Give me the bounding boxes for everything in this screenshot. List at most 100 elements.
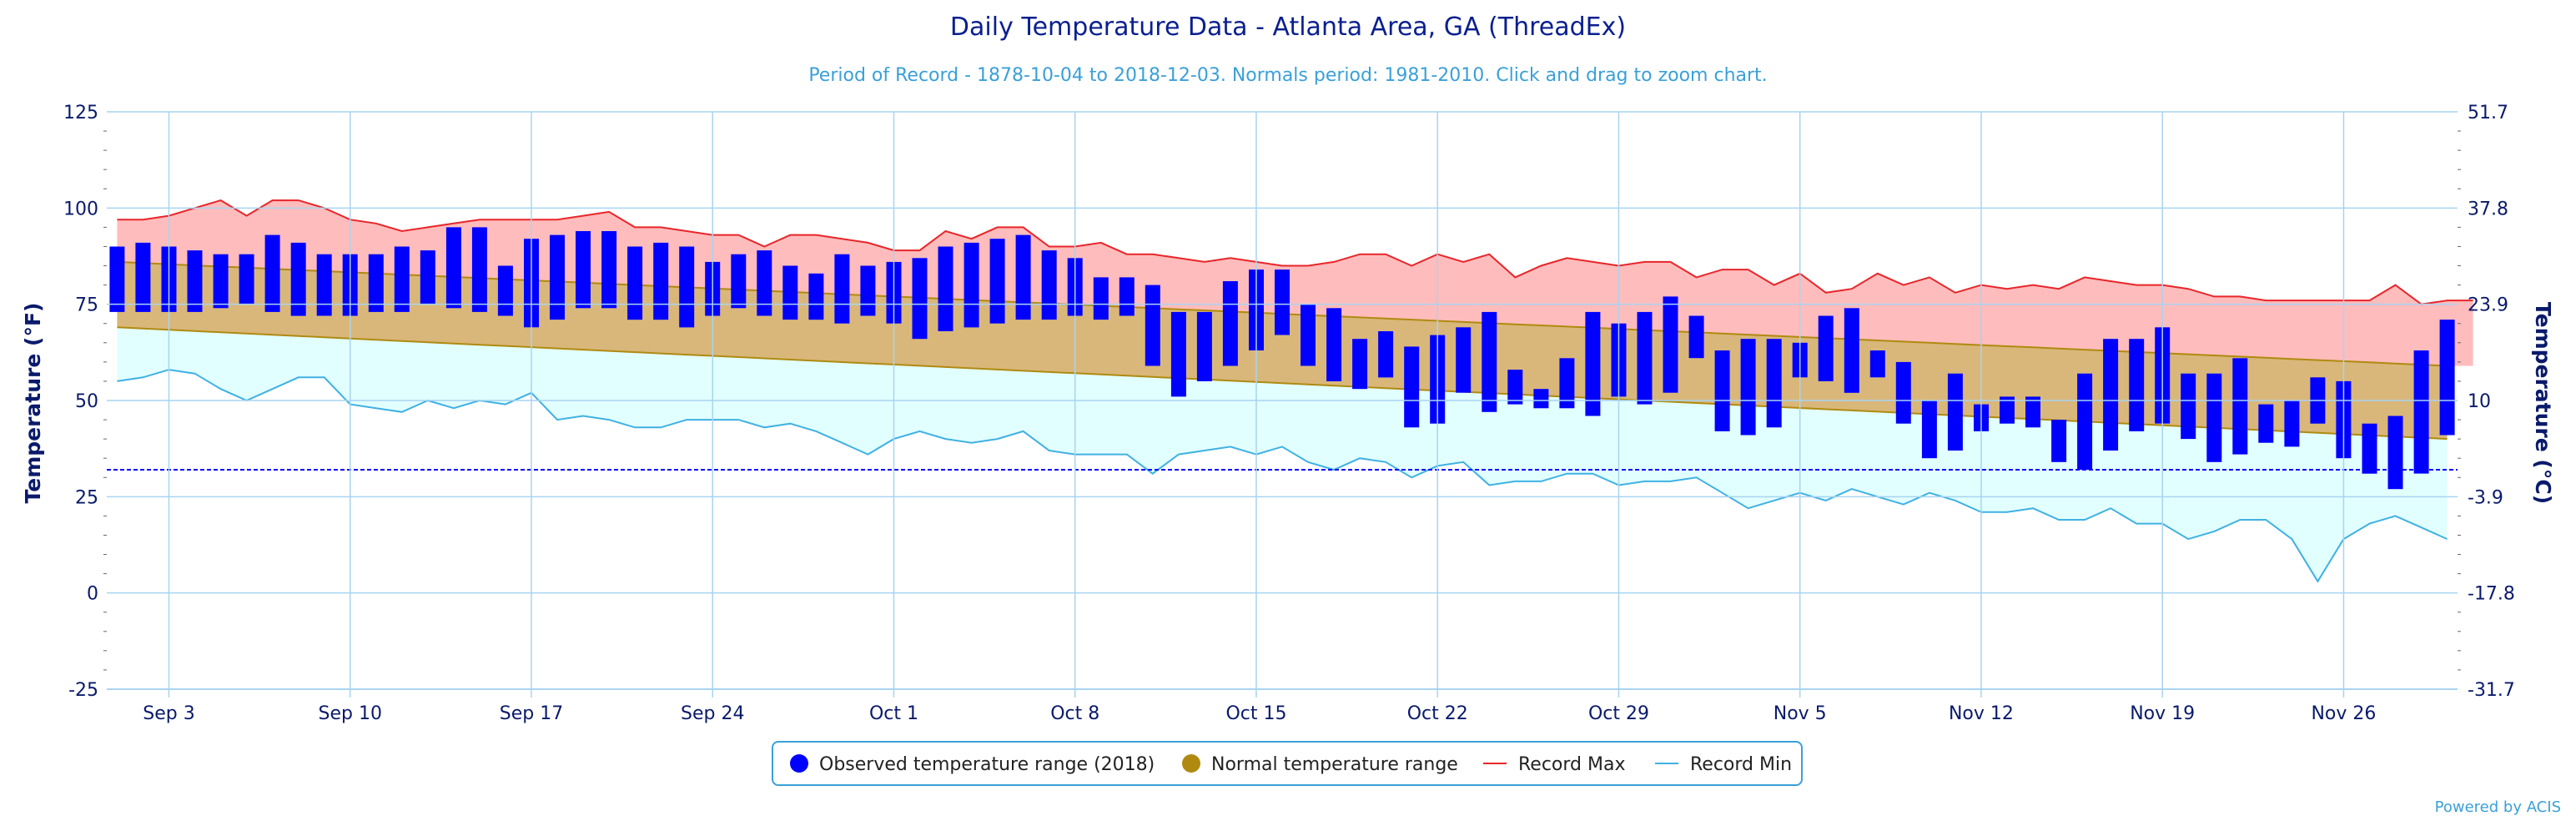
- observed-range-bar[interactable]: [1326, 308, 1342, 381]
- observed-range-bar[interactable]: [2232, 358, 2248, 455]
- observed-range-bar[interactable]: [601, 231, 617, 309]
- observed-range-bar[interactable]: [1947, 373, 1963, 451]
- observed-range-bar[interactable]: [394, 246, 410, 312]
- observed-range-bar[interactable]: [1921, 400, 1937, 459]
- observed-range-bar[interactable]: [834, 254, 850, 324]
- observed-range-bar[interactable]: [2025, 396, 2040, 428]
- observed-range-bar[interactable]: [1766, 339, 1782, 428]
- observed-range-bar[interactable]: [187, 250, 203, 312]
- observed-range-bar[interactable]: [1895, 361, 1911, 424]
- legend-item-normal[interactable]: Normal temperature range: [1182, 754, 1458, 775]
- observed-range-bar[interactable]: [1714, 350, 1730, 431]
- observed-range-bar[interactable]: [109, 246, 125, 312]
- y-axis-title-right: Temperature (°C): [2531, 302, 2555, 504]
- observed-range-bar[interactable]: [239, 254, 254, 305]
- observed-range-bar[interactable]: [2258, 404, 2274, 443]
- observed-range-bar[interactable]: [1740, 339, 1756, 436]
- observed-range-bar[interactable]: [1869, 350, 1885, 378]
- observed-range-bar[interactable]: [912, 258, 928, 340]
- observed-range-bar[interactable]: [550, 234, 565, 320]
- observed-range-bar[interactable]: [1015, 234, 1031, 320]
- observed-range-bar[interactable]: [213, 254, 229, 309]
- observed-range-bar[interactable]: [2051, 420, 2067, 462]
- observed-range-bar[interactable]: [1637, 311, 1653, 405]
- x-tick-label: Sep 10: [319, 703, 382, 724]
- x-tick-label: Oct 15: [1225, 703, 1286, 724]
- observed-range-bar[interactable]: [2181, 373, 2196, 440]
- observed-range-bar[interactable]: [963, 242, 979, 328]
- observed-range-bar[interactable]: [2362, 423, 2377, 474]
- observed-range-bar[interactable]: [808, 273, 824, 320]
- observed-range-bar[interactable]: [135, 242, 151, 312]
- observed-range-bar[interactable]: [1482, 311, 1497, 412]
- observed-range-bar[interactable]: [1145, 285, 1160, 366]
- record-min-area: [117, 327, 2448, 582]
- observed-range-bar[interactable]: [938, 246, 953, 332]
- observed-range-bar[interactable]: [471, 227, 487, 312]
- y-tick-label-right: -3.9: [2468, 487, 2503, 508]
- observed-range-bar[interactable]: [2129, 339, 2145, 431]
- observed-range-bar[interactable]: [1585, 311, 1601, 416]
- legend-observed-label: Observed temperature range (2018): [819, 754, 1155, 775]
- observed-range-bar[interactable]: [1275, 269, 1290, 335]
- observed-range-bar[interactable]: [2284, 400, 2300, 447]
- observed-range-bar[interactable]: [1093, 277, 1109, 320]
- observed-range-bar[interactable]: [576, 231, 591, 309]
- observed-range-bar[interactable]: [497, 265, 513, 316]
- observed-range-bar[interactable]: [316, 254, 332, 316]
- legend-item-observed[interactable]: Observed temperature range (2018): [790, 754, 1155, 775]
- observed-range-bar[interactable]: [2413, 350, 2429, 474]
- observed-range-bar[interactable]: [2077, 373, 2093, 470]
- observed-range-bar[interactable]: [1170, 311, 1186, 397]
- observed-range-bar[interactable]: [1559, 358, 1575, 409]
- observed-range-bar[interactable]: [1818, 315, 1834, 381]
- observed-range-bar[interactable]: [1533, 389, 1549, 409]
- observed-range-bar[interactable]: [653, 242, 669, 320]
- observed-range-bar[interactable]: [757, 250, 772, 316]
- legend-item-record-max[interactable]: Record Max: [1483, 754, 1626, 775]
- observed-range-bar[interactable]: [1196, 311, 1212, 381]
- observed-range-bar[interactable]: [860, 265, 876, 316]
- observed-range-bar[interactable]: [1352, 339, 1368, 390]
- y-tick-label-left: 125: [63, 103, 98, 123]
- observed-range-bar[interactable]: [1844, 308, 1859, 393]
- observed-range-bar[interactable]: [1041, 250, 1057, 320]
- observed-range-bar[interactable]: [368, 254, 384, 312]
- observed-range-bar[interactable]: [445, 227, 461, 309]
- observed-range-bar[interactable]: [2103, 339, 2119, 451]
- observed-range-bar[interactable]: [627, 246, 643, 320]
- record-max-area: [117, 200, 2473, 366]
- y-tick-label-left: 100: [63, 199, 98, 219]
- acis-credit-link[interactable]: Powered by ACIS: [2435, 798, 2561, 816]
- observed-range-bar[interactable]: [1119, 277, 1135, 316]
- observed-range-bar[interactable]: [2000, 396, 2015, 424]
- observed-range-bar[interactable]: [1222, 281, 1238, 366]
- observed-range-bar[interactable]: [731, 254, 747, 309]
- observed-range-bar[interactable]: [420, 250, 435, 305]
- record-min-line[interactable]: [117, 369, 2448, 583]
- observed-range-bar[interactable]: [1688, 315, 1704, 359]
- x-tick-label: Nov 26: [2311, 703, 2376, 724]
- observed-range-bar[interactable]: [2206, 373, 2222, 462]
- observed-range-bar[interactable]: [679, 246, 695, 328]
- legend: Observed temperature range (2018) Normal…: [772, 741, 1803, 786]
- observed-range-bar[interactable]: [1404, 346, 1420, 428]
- observed-range-bar[interactable]: [1378, 331, 1394, 378]
- observed-range-bar[interactable]: [2439, 320, 2455, 436]
- observed-range-bar[interactable]: [782, 265, 798, 320]
- legend-record-min-label: Record Min: [1690, 754, 1792, 775]
- observed-range-bar[interactable]: [2387, 416, 2403, 490]
- plot-area[interactable]: [107, 199, 2473, 583]
- observed-range-bar[interactable]: [290, 242, 306, 316]
- observed-range-bar[interactable]: [1301, 304, 1316, 366]
- observed-range-bar[interactable]: [264, 234, 280, 312]
- x-tick-label: Nov 5: [1774, 703, 1827, 724]
- observed-range-bar[interactable]: [1507, 370, 1523, 405]
- observed-range-bar[interactable]: [989, 239, 1005, 324]
- observed-range-bar[interactable]: [1663, 296, 1678, 393]
- legend-observed-marker: [790, 754, 808, 773]
- record-max-line[interactable]: [117, 199, 2473, 305]
- legend-item-record-min[interactable]: Record Min: [1655, 754, 1792, 775]
- observed-range-bar[interactable]: [1456, 327, 1472, 393]
